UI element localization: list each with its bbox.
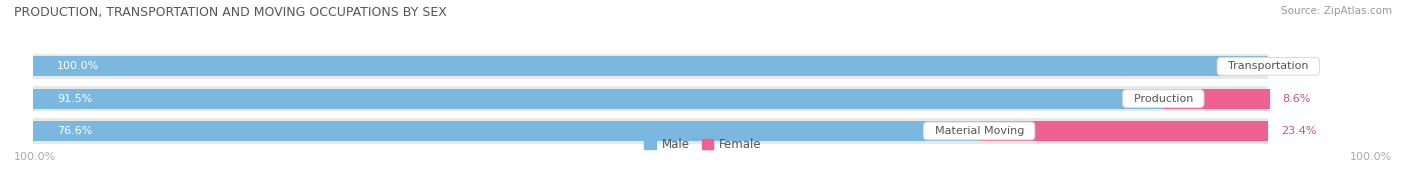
Text: PRODUCTION, TRANSPORTATION AND MOVING OCCUPATIONS BY SEX: PRODUCTION, TRANSPORTATION AND MOVING OC… [14, 6, 447, 19]
Text: Material Moving: Material Moving [928, 126, 1031, 136]
Bar [32, 54, 1268, 79]
Bar [979, 121, 1268, 141]
Text: 91.5%: 91.5% [58, 94, 93, 104]
Text: Transportation: Transportation [1222, 61, 1316, 71]
Bar [32, 86, 1268, 111]
Text: Source: ZipAtlas.com: Source: ZipAtlas.com [1281, 6, 1392, 16]
Bar [32, 118, 1268, 143]
Text: Production: Production [1126, 94, 1199, 104]
Bar [32, 56, 1268, 76]
Text: 100.0%: 100.0% [1350, 152, 1392, 162]
Text: 0.0%: 0.0% [1281, 61, 1309, 71]
Bar [1163, 89, 1270, 109]
Text: 8.6%: 8.6% [1282, 94, 1310, 104]
Bar [32, 121, 979, 141]
Text: 23.4%: 23.4% [1281, 126, 1316, 136]
Bar [32, 89, 1163, 109]
Text: 76.6%: 76.6% [58, 126, 93, 136]
Text: 100.0%: 100.0% [58, 61, 100, 71]
Legend: Male, Female: Male, Female [640, 133, 766, 156]
Text: 100.0%: 100.0% [14, 152, 56, 162]
